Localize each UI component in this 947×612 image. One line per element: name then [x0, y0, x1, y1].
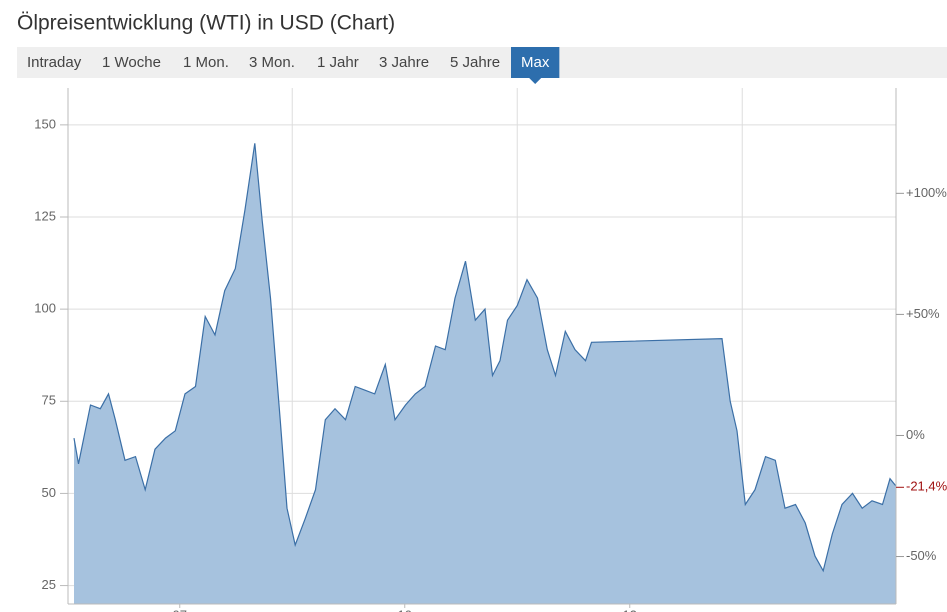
y-tick-label: 100	[34, 301, 56, 316]
tab[interactable]: 3 Mon.	[249, 54, 295, 71]
tab-bar	[17, 47, 947, 78]
tab[interactable]: 1 Woche	[102, 54, 161, 71]
y2-tick-label: -50%	[906, 548, 937, 563]
y2-tick-label: 0%	[906, 427, 925, 442]
active-tab[interactable]	[511, 47, 560, 78]
tabs: Intraday 1 Woche 1 Mon. 3 Mon. 1 Jahr 3 Jahre…	[27, 47, 560, 84]
y2-tick-label: +50%	[906, 306, 940, 321]
tab[interactable]: 1 Jahr	[317, 54, 359, 71]
y-tick-label: 150	[34, 116, 56, 131]
plot: 25 50 75 100 125 150 +100% +50% 0% -50% -21,4% 07 10…	[34, 88, 947, 612]
y-tick-label: 125	[34, 208, 56, 223]
y-tick-label: 25	[42, 577, 56, 592]
x-tick-label: 07	[173, 607, 187, 612]
x-tick-label: 10	[398, 607, 412, 612]
tab[interactable]: 5 Jahre	[450, 54, 500, 71]
y2-tick-label: +100%	[906, 185, 947, 200]
y-tick-label: 75	[42, 393, 56, 408]
tab[interactable]: 1 Mon.	[183, 54, 229, 71]
tab[interactable]: 3 Jahre	[379, 54, 429, 71]
tab[interactable]: Intraday	[27, 54, 82, 71]
x-tick-label: 13	[623, 607, 637, 612]
page-title: Ölpreisentwicklung (WTI) in USD (Chart)	[17, 12, 395, 35]
area	[74, 143, 896, 605]
active-tab-pointer	[529, 78, 542, 84]
tab[interactable]: Max	[521, 54, 550, 71]
y-tick-label: 50	[42, 485, 56, 500]
current-value-label: -21,4%	[906, 479, 947, 494]
line	[73, 143, 897, 573]
